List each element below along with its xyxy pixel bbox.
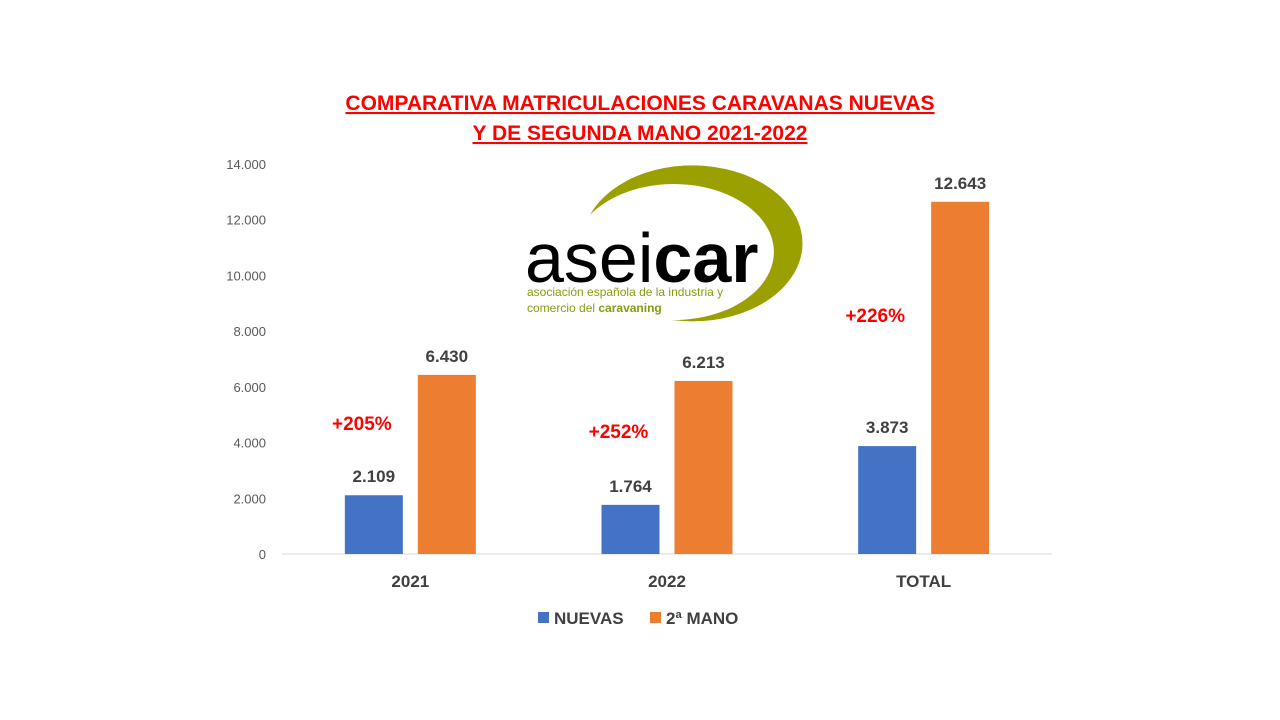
value-label: 6.213	[682, 353, 725, 372]
y-tick-label: 4.000	[233, 436, 266, 451]
y-tick-label: 2.000	[233, 491, 266, 506]
y-tick-label: 0	[259, 547, 266, 562]
y-tick-label: 10.000	[226, 268, 266, 283]
legend-label: 2ª MANO	[666, 609, 738, 628]
y-tick-label: 6.000	[233, 380, 266, 395]
value-label: 12.643	[934, 174, 986, 193]
aseicar-logo: aseicar asociación española de la indust…	[525, 165, 803, 322]
logo-subtitle-line-2: comercio del caravaning	[527, 301, 662, 315]
value-label: 3.873	[866, 418, 909, 437]
bars-group	[344, 201, 990, 555]
legend-swatch	[538, 612, 549, 623]
y-axis-ticks: 0 2.000 4.000 6.000 8.000 10.000 12.000 14.000	[226, 157, 266, 562]
category-labels-group: 2021 2022 TOTAL	[391, 572, 951, 591]
percent-annotation: +252%	[589, 422, 649, 443]
logo-wordmark-light: asei	[525, 219, 653, 297]
bar-segunda-mano-2021	[417, 374, 476, 554]
logo-subtitle-bold: caravaning	[598, 301, 661, 315]
bar-nuevas-total	[858, 446, 917, 554]
percent-annotations-group: +205% +252% +226%	[332, 306, 905, 443]
bar-nuevas-2022	[601, 504, 660, 554]
bar-segunda-mano-2022	[674, 380, 733, 554]
y-tick-label: 8.000	[233, 324, 266, 339]
percent-annotation: +205%	[332, 414, 392, 435]
y-tick-label: 14.000	[226, 157, 266, 172]
bar-nuevas-2021	[344, 495, 403, 554]
logo-subtitle-prefix: comercio del	[527, 301, 598, 315]
percent-annotation: +226%	[845, 306, 905, 327]
chart-title-line-2: Y DE SEGUNDA MANO 2021-2022	[473, 122, 808, 145]
value-label: 2.109	[353, 467, 396, 486]
x-category-label: TOTAL	[896, 572, 951, 591]
logo-wordmark: aseicar	[525, 219, 759, 297]
legend: NUEVAS 2ª MANO	[538, 609, 738, 628]
bar-segunda-mano-total	[931, 201, 990, 555]
logo-wordmark-bold: car	[653, 219, 758, 297]
logo-ring-icon	[590, 165, 803, 322]
x-category-label: 2021	[391, 572, 429, 591]
x-category-label: 2022	[648, 572, 686, 591]
value-label: 1.764	[609, 477, 652, 496]
legend-swatch	[650, 612, 661, 623]
value-label: 6.430	[426, 347, 469, 366]
y-tick-label: 12.000	[226, 213, 266, 228]
logo-subtitle-line-1: asociación española de la industria y	[527, 285, 723, 299]
legend-label: NUEVAS	[554, 609, 624, 628]
chart-title-line-1: COMPARATIVA MATRICULACIONES CARAVANAS NU…	[345, 92, 934, 115]
value-labels-group: 2.109 6.430 1.764 6.213 3.873 12.643	[353, 174, 987, 496]
